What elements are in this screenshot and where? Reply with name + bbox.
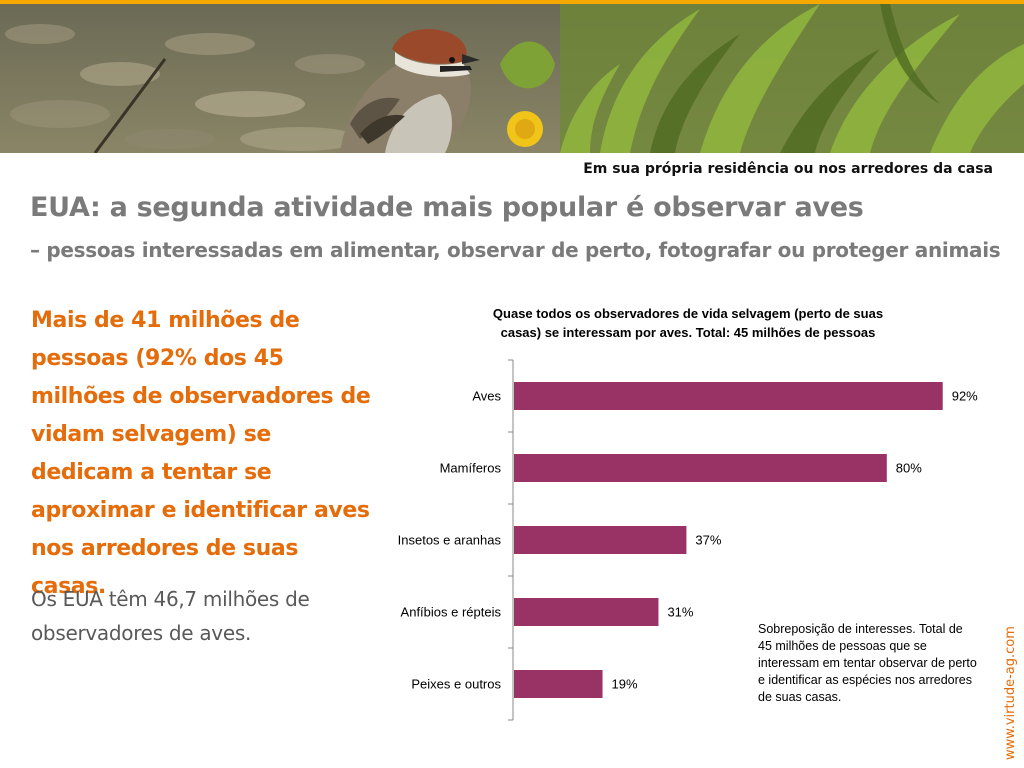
category-label-2: Insetos e aranhas — [398, 533, 502, 548]
page-subtitle: – pessoas interessadas em alimentar, obs… — [30, 238, 1001, 262]
secondary-paragraph: Os EUA têm 46,7 milhões de observadores … — [31, 587, 310, 645]
data-label-0: 92% — [952, 389, 978, 404]
chart-note: Sobreposição de interesses. Total de 45 … — [758, 622, 977, 704]
website-link[interactable]: www.virtude-ag.com — [1003, 626, 1018, 760]
bar-4 — [514, 670, 603, 698]
bar-3 — [514, 598, 659, 626]
data-label-3: 31% — [667, 605, 693, 620]
category-label-4: Peixes e outros — [411, 677, 501, 692]
banner-caption: Em sua própria residência ou nos arredor… — [583, 161, 993, 177]
data-label-4: 19% — [612, 677, 638, 692]
bar-1 — [514, 454, 887, 482]
bar-chart: Quase todos os observadores de vida selv… — [398, 306, 978, 721]
chart-title-line-2: casas) se interessam por aves. Total: 45… — [501, 325, 876, 340]
bar-0 — [514, 382, 943, 410]
bird-photo-illustration — [0, 4, 1024, 153]
chart-bars: Aves 92% Mamíferos 80% Insetos e aranhas 37% A… — [398, 359, 978, 721]
top-accent-strip — [0, 0, 1024, 4]
chart-title-line-1: Quase todos os observadores de vida selv… — [493, 306, 883, 321]
banner-photo — [0, 4, 1024, 153]
lead-paragraph: Mais de 41 milhões de pessoas (92% dos 4… — [31, 308, 371, 599]
data-label-1: 80% — [896, 461, 922, 476]
category-label-3: Anfíbios e répteis — [401, 605, 502, 620]
data-label-2: 37% — [695, 533, 721, 548]
page-title: EUA: a segunda atividade mais popular é … — [30, 192, 864, 223]
category-label-0: Aves — [472, 389, 501, 404]
category-label-1: Mamíferos — [440, 461, 502, 476]
bar-2 — [514, 526, 687, 554]
